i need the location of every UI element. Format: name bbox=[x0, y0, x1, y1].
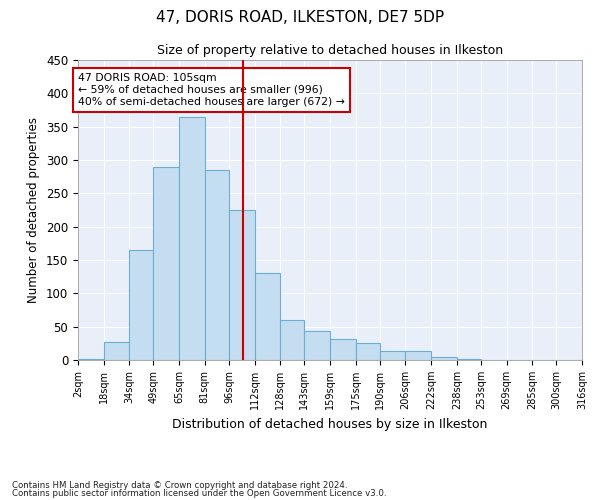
Bar bbox=[431, 356, 457, 360]
X-axis label: Distribution of detached houses by size in Ilkeston: Distribution of detached houses by size … bbox=[172, 418, 488, 430]
Bar bbox=[304, 332, 330, 360]
Bar bbox=[205, 170, 229, 360]
Bar bbox=[356, 344, 380, 360]
Text: 47 DORIS ROAD: 105sqm
← 59% of detached houses are smaller (996)
40% of semi-det: 47 DORIS ROAD: 105sqm ← 59% of detached … bbox=[78, 74, 345, 106]
Bar bbox=[280, 320, 304, 360]
Bar bbox=[380, 352, 406, 360]
Bar bbox=[330, 338, 356, 360]
Text: Contains HM Land Registry data © Crown copyright and database right 2024.: Contains HM Land Registry data © Crown c… bbox=[12, 481, 347, 490]
Text: Contains public sector information licensed under the Open Government Licence v3: Contains public sector information licen… bbox=[12, 488, 386, 498]
Bar bbox=[130, 250, 154, 360]
Title: Size of property relative to detached houses in Ilkeston: Size of property relative to detached ho… bbox=[157, 44, 503, 58]
Bar bbox=[457, 358, 481, 360]
Text: 47, DORIS ROAD, ILKESTON, DE7 5DP: 47, DORIS ROAD, ILKESTON, DE7 5DP bbox=[156, 10, 444, 25]
Bar bbox=[78, 358, 104, 360]
Bar bbox=[179, 116, 205, 360]
Y-axis label: Number of detached properties: Number of detached properties bbox=[28, 117, 40, 303]
Bar bbox=[229, 210, 254, 360]
Bar bbox=[406, 352, 431, 360]
Bar bbox=[254, 274, 280, 360]
Bar bbox=[154, 166, 179, 360]
Bar bbox=[104, 342, 130, 360]
